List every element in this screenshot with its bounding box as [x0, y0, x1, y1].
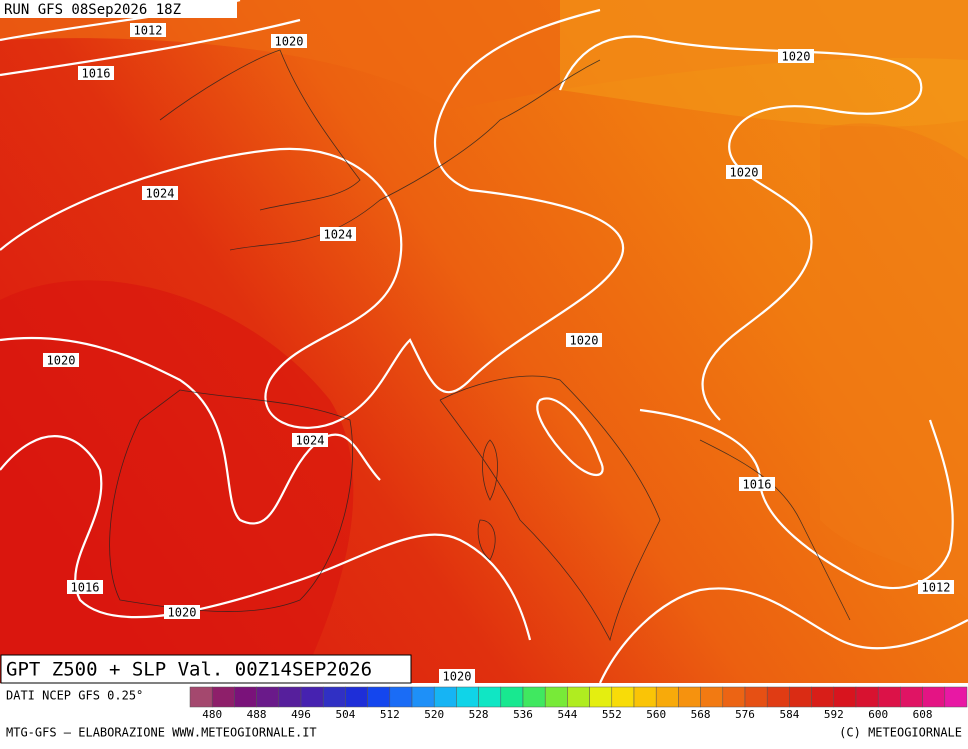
isobar-label-box [918, 580, 954, 594]
isobar-label-box [778, 49, 814, 63]
colorbar-label: 528 [469, 708, 489, 721]
colorbar-swatch [367, 686, 391, 708]
colorbar-swatch [500, 686, 524, 708]
source: DATI NCEP GFS 0.25° [6, 689, 143, 703]
colorbar-label: 480 [202, 708, 222, 721]
colorbar-swatch [611, 686, 635, 708]
colorbar-label: 552 [602, 708, 622, 721]
isobar-label-box [271, 34, 307, 48]
isobar-label: 1020 [443, 670, 472, 684]
colorbar-label: 608 [913, 708, 933, 721]
colorbar-swatch [900, 686, 923, 708]
colorbar-swatch [234, 686, 257, 708]
header-box [0, 0, 237, 18]
colorbar-swatch [278, 686, 302, 708]
isobar-label: 1024 [296, 434, 325, 448]
isobar-label: 1020 [275, 35, 304, 49]
isobar-label-box [439, 669, 475, 683]
isobar-label: 1020 [47, 354, 76, 368]
colorbar-label: 520 [424, 708, 444, 721]
colorbar-swatch [722, 686, 746, 708]
colorbar-swatch [211, 686, 235, 708]
colorbar-swatch [877, 686, 901, 708]
coastlines [109, 49, 851, 642]
isobar-label-box [292, 433, 328, 447]
colorbar-swatch [478, 686, 502, 708]
colorbar-swatch [522, 686, 546, 708]
isobar-label-box [78, 66, 114, 80]
isobar-label-box [130, 23, 166, 37]
isobar-label: 1024 [324, 228, 353, 242]
isobar-label: 1020 [570, 334, 599, 348]
field-band [560, 0, 968, 127]
isobar-label: 1020 [730, 166, 759, 180]
isobar-label-box [142, 186, 178, 200]
field-band [820, 123, 968, 600]
colorbar-swatch [389, 686, 413, 708]
colorbar-label: 584 [779, 708, 799, 721]
isobar-label-box [739, 477, 775, 491]
colorbar-label: 512 [380, 708, 400, 721]
colorbar-swatch [411, 686, 435, 708]
isobar-label-box [67, 580, 103, 594]
isobar-label: 1024 [146, 187, 175, 201]
colorbar-label: 536 [513, 708, 533, 721]
colorbar-label: 504 [335, 708, 355, 721]
colorbar-swatch [433, 686, 457, 708]
isobar-label-box [43, 353, 79, 367]
colorbar-label: 576 [735, 708, 755, 721]
colorbar-label: 544 [557, 708, 577, 721]
isobar-label: 1012 [922, 581, 951, 595]
colorbar-swatch [833, 686, 857, 708]
credit-left: MTG-GFS — ELABORAZIONE WWW.METEOGIORNALE… [6, 726, 317, 740]
colorbar-swatch [944, 686, 968, 708]
isobar-label: 1016 [82, 67, 111, 81]
colorbar-label: 496 [291, 708, 311, 721]
colorbar-swatch [567, 686, 590, 708]
colorbar-label: 592 [824, 708, 844, 721]
colorbar-label: 560 [646, 708, 666, 721]
colorbar-swatch [655, 686, 679, 708]
colorbar-label: 568 [691, 708, 711, 721]
isobar-label: 1020 [782, 50, 811, 64]
title: GPT Z500 + SLP Val. 00Z14SEP2026 [6, 659, 372, 681]
colorbar-swatch [589, 686, 613, 708]
isobar-label-box [320, 227, 356, 241]
colorbar-swatch [744, 686, 768, 708]
isobar-label-box [164, 605, 200, 619]
header: RUN GFS 08Sep2026 18Z [4, 2, 181, 18]
colorbar-swatch [322, 686, 346, 708]
isobar-label-box [566, 333, 602, 347]
colorbar-label: 600 [868, 708, 888, 721]
isobar-label: 1016 [743, 478, 772, 492]
colorbar-swatch [811, 686, 835, 708]
colorbar-swatch [855, 686, 879, 708]
colorbar-swatch [189, 686, 213, 708]
colorbar-label: 488 [247, 708, 267, 721]
colorbar-swatch [789, 686, 812, 708]
credit-right: (C) METEOGIORNALE [839, 726, 962, 740]
colorbar-swatch [678, 686, 701, 708]
title-box [0, 654, 412, 684]
colorbar-swatch [922, 686, 946, 708]
colorbar-swatch [256, 686, 280, 708]
colorbar-swatch [700, 686, 724, 708]
isobar-label: 1016 [71, 581, 100, 595]
colorbar-swatch [766, 686, 790, 708]
colorbar-swatch [300, 686, 324, 708]
isobar-label: 1020 [168, 606, 197, 620]
colorbar-swatch [456, 686, 479, 708]
colorbar-swatch [345, 686, 368, 708]
colorbar-swatch [633, 686, 657, 708]
colorbar-swatch [544, 686, 568, 708]
isobar-label: 1012 [134, 24, 163, 38]
isobar-label-box [726, 165, 762, 179]
